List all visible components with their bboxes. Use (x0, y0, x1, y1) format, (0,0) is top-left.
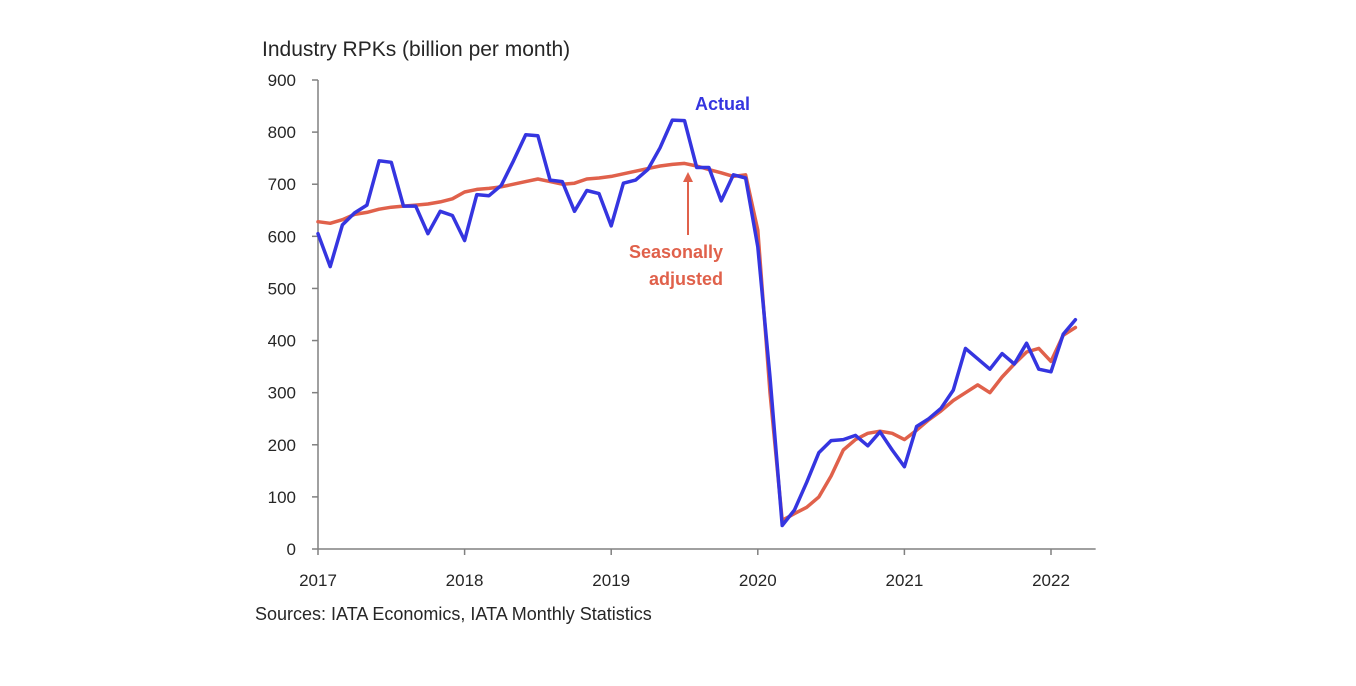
series-line-actual (316, 118, 1078, 528)
x-tick-label: 2022 (1032, 571, 1070, 590)
x-tick-label: 2021 (885, 571, 923, 590)
chart-source: Sources: IATA Economics, IATA Monthly St… (255, 604, 652, 624)
y-tick-label: 500 (268, 279, 296, 298)
x-tick-label: 2020 (739, 571, 777, 590)
y-tick-label: 300 (268, 384, 296, 403)
series-layer (316, 118, 1078, 528)
y-tick-label: 800 (268, 123, 296, 142)
x-tick-label: 2018 (446, 571, 484, 590)
x-tick-label: 2017 (299, 571, 337, 590)
y-tick-label: 700 (268, 175, 296, 194)
y-axis: 0 100 200 300 400 500 600 700 800 900 (268, 71, 319, 559)
y-tick-label: 0 (287, 540, 296, 559)
y-tick-label: 400 (268, 332, 296, 351)
y-tick-label: 600 (268, 227, 296, 246)
y-tick-label: 100 (268, 488, 296, 507)
x-axis: 2017 2018 2019 2020 2021 2022 (299, 548, 1096, 590)
series-line-seasonally-adjusted (316, 161, 1078, 523)
y-tick-label: 900 (268, 71, 296, 90)
x-tick-label: 2019 (592, 571, 630, 590)
annotation-actual: Actual (695, 94, 750, 114)
annotation-layer: Actual Seasonally adjusted (629, 94, 750, 289)
annotation-seasonally-adjusted-line1: Seasonally (629, 242, 723, 262)
annotation-seasonally-adjusted-line2: adjusted (649, 269, 723, 289)
chart-title: Industry RPKs (billion per month) (262, 38, 570, 61)
y-tick-label: 200 (268, 436, 296, 455)
annotation-arrow-head (683, 172, 693, 182)
